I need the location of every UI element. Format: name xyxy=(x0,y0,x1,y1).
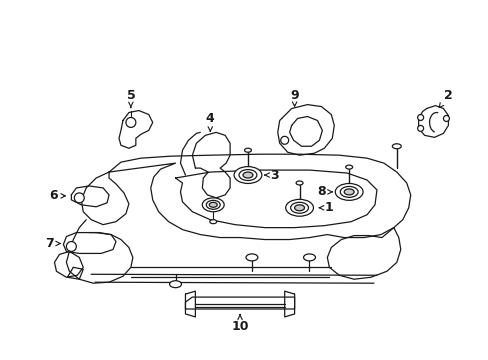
Ellipse shape xyxy=(209,202,217,207)
Text: 3: 3 xyxy=(264,168,279,181)
Text: 5: 5 xyxy=(126,89,135,108)
Ellipse shape xyxy=(290,202,308,213)
Ellipse shape xyxy=(169,281,181,288)
Ellipse shape xyxy=(303,254,315,261)
Ellipse shape xyxy=(335,184,362,201)
Ellipse shape xyxy=(243,172,252,178)
Circle shape xyxy=(74,193,84,203)
Text: 1: 1 xyxy=(319,201,333,214)
Ellipse shape xyxy=(239,170,256,180)
Text: 7: 7 xyxy=(45,237,60,250)
Ellipse shape xyxy=(209,220,216,224)
Ellipse shape xyxy=(234,167,262,184)
Text: 8: 8 xyxy=(316,185,331,198)
Ellipse shape xyxy=(391,144,401,149)
Text: 6: 6 xyxy=(49,189,65,202)
Circle shape xyxy=(417,125,423,131)
Text: 2: 2 xyxy=(438,89,452,108)
Text: 4: 4 xyxy=(205,112,214,131)
Circle shape xyxy=(443,116,448,121)
Ellipse shape xyxy=(344,189,353,195)
Circle shape xyxy=(126,117,136,127)
Text: 9: 9 xyxy=(290,89,298,106)
Ellipse shape xyxy=(244,148,251,152)
Ellipse shape xyxy=(202,198,224,212)
Ellipse shape xyxy=(206,201,220,209)
Ellipse shape xyxy=(296,181,303,185)
Ellipse shape xyxy=(245,254,257,261)
Ellipse shape xyxy=(294,205,304,211)
Circle shape xyxy=(280,136,288,144)
Circle shape xyxy=(66,242,76,251)
Ellipse shape xyxy=(340,186,357,197)
Circle shape xyxy=(417,114,423,121)
Ellipse shape xyxy=(285,199,313,216)
Text: 10: 10 xyxy=(231,315,248,333)
Ellipse shape xyxy=(345,165,352,169)
